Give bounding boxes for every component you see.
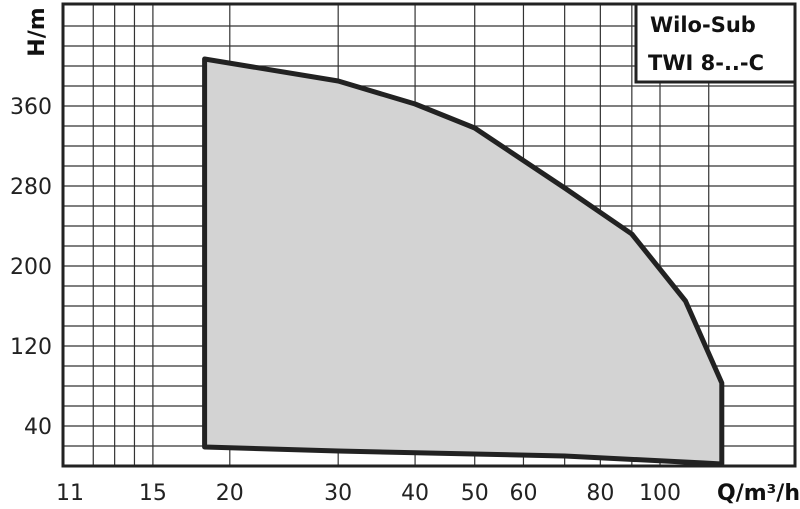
y-tick-labels: 40 120 200 280 360 [10,95,52,440]
y-tick-label: 40 [24,415,52,440]
x-tick-labels: 11 15 20 30 40 50 60 80 100 [56,481,681,506]
y-tick-label: 280 [10,175,52,200]
x-tick-label: 15 [139,481,167,506]
legend-title-line2: TWI 8-..-C [648,51,764,75]
x-tick-label: 30 [324,481,352,506]
x-tick-label: 20 [216,481,244,506]
x-tick-label: 60 [509,481,537,506]
y-tick-label: 200 [10,255,52,280]
x-tick-label: 40 [401,481,429,506]
y-tick-label: 120 [10,335,52,360]
legend-box: Wilo-Sub TWI 8-..-C [634,2,797,84]
y-tick-label: 360 [10,95,52,120]
y-axis-label: H/m [25,7,50,56]
plot-frame [61,2,797,468]
operating-range-area [202,56,725,467]
x-tick-label: 80 [586,481,614,506]
x-tick-label: 100 [639,481,681,506]
x-tick-label: 11 [56,481,84,506]
x-axis-label: Q/m³/h [717,481,800,506]
x-tick-label: 50 [461,481,489,506]
operating-range [202,56,725,467]
legend-title-line1: Wilo-Sub [650,13,756,37]
